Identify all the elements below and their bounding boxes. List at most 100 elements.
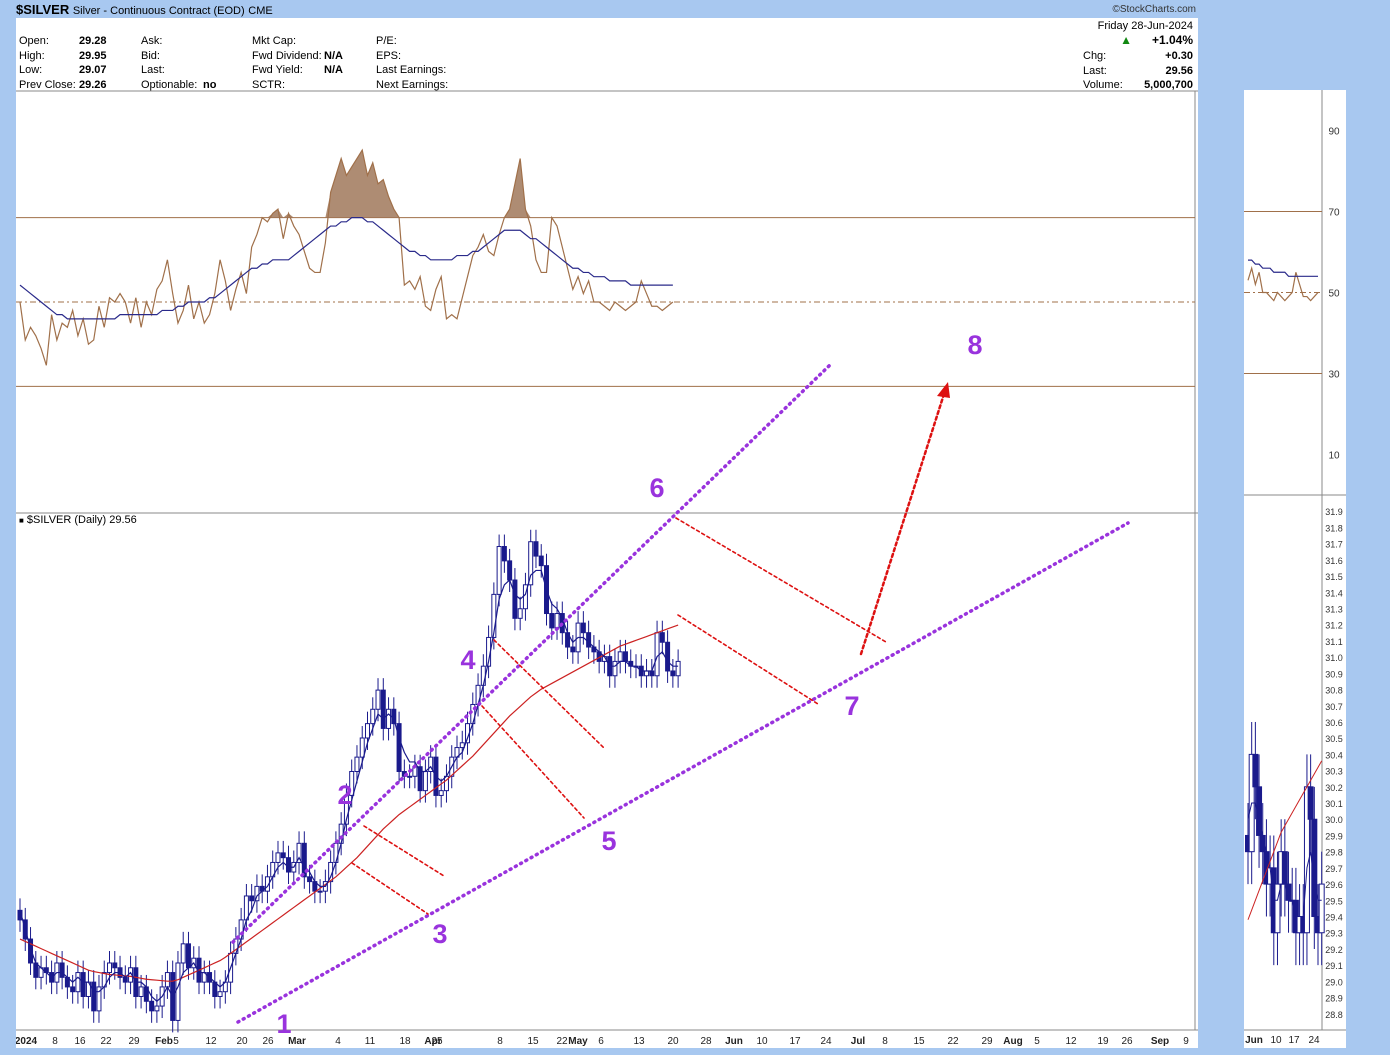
candle-body [386,708,392,729]
candle-body [338,823,344,844]
right-price-ytick-label: 29.2 [1325,945,1343,955]
chart-title: $SILVER Silver - Continuous Contract (EO… [16,2,273,17]
candle-body [175,962,181,1021]
candle-body [396,723,402,773]
earnings-block: P/E: EPS: Last Earnings: Next Earnings: [376,34,456,92]
candle-body [249,895,255,902]
x-tick-label: 16 [74,1036,86,1047]
candle-body [370,708,376,725]
candle-body [296,842,302,863]
right-price-ytick-label: 30.9 [1325,669,1343,679]
candle-body [507,560,513,581]
instrument-name: Silver - Continuous Contract (EOD) [72,5,245,17]
quote-block: Open: 29.28 High: 29.95 Low: 29.07 Prev Close:… [19,34,107,92]
candle-body [349,771,355,796]
candle-body [586,632,592,648]
target-arrow-line [859,392,946,656]
x-tick-label: 13 [633,1036,645,1047]
right-price-ytick-label: 31.0 [1325,653,1343,663]
x-tick-label: 25 [431,1036,443,1047]
candle-body [149,1000,155,1012]
right-rsi-ytick-label: 30 [1328,370,1340,381]
rsi-ma-line [19,217,673,320]
right-rsi-ytick-label: 90 [1328,127,1340,138]
candle-body [301,842,307,878]
rsi-line [19,148,674,366]
fund-row: Mkt Cap: [252,35,297,47]
x-tick-label: 22 [100,1036,112,1047]
candle-body [217,991,223,997]
x-tick-label: Jun [725,1036,743,1047]
fund-row: Fwd Yield: N/A [252,64,343,76]
candle-body [417,766,423,792]
candle-body [185,943,191,969]
candle-body [138,986,144,997]
candle-body [317,890,323,893]
x-tick-label: 9 [1183,1036,1189,1047]
x-tick-label: 12 [1065,1036,1077,1047]
wave-label-7: 7 [844,691,859,721]
x-tick-label: 17 [789,1036,801,1047]
quote-row: Open: 29.28 [19,35,107,47]
ma-long-line [19,624,679,982]
quote2-row: Last: [141,64,165,76]
right-price-ytick-label: 29.9 [1325,831,1343,841]
candle-body [91,981,97,1012]
x-tick-label: Sep [1151,1036,1169,1047]
candle-body [107,962,113,974]
x-tick-label: 18 [399,1036,411,1047]
x-tick-label: 26 [1121,1036,1133,1047]
x-tick-label: 8 [882,1036,888,1047]
right-quote-row: Chg: +0.30 [1083,50,1193,62]
wave-label-1: 1 [276,1009,291,1039]
candle-body [407,775,413,778]
right-x-tick-label: 10 [1270,1035,1282,1046]
candle-body [70,986,76,993]
x-tick-label: May [568,1036,588,1047]
wave-label-3: 3 [432,919,447,949]
right-candle-body [1256,786,1263,836]
right-price-ytick-label: 31.1 [1325,637,1343,647]
candle-body [380,689,386,729]
right-price-ytick-label: 31.9 [1325,507,1343,517]
candle-body [549,613,555,629]
x-tick-label: Feb [155,1036,173,1047]
right-price-ytick-label: 30.2 [1325,783,1343,793]
x-tick-label: 8 [497,1036,503,1047]
right-price-ytick-label: 29.6 [1325,880,1343,890]
x-tick-label: 28 [700,1036,712,1047]
exchange: CME [248,5,273,17]
right-price-ytick-label: 28.8 [1325,1010,1343,1020]
right-price-ytick-label: 31.5 [1325,572,1343,582]
right-ma-long-line [1247,760,1323,920]
upper-channel-line [231,362,833,944]
wave-label-8: 8 [967,330,982,360]
candle-body [96,986,102,1012]
candle-body [501,546,507,562]
x-tick-label: 10 [756,1036,768,1047]
right-price-ytick-label: 30.4 [1325,750,1343,760]
x-tick-label: Mar [288,1036,306,1047]
right-candle-body [1318,883,1325,934]
candle-body [375,689,381,710]
wave-label-5: 5 [601,826,616,856]
fund-row: SCTR: [252,78,285,91]
earn-row: Last Earnings: [376,64,447,76]
flag-upper-3 [675,517,887,643]
watermark: ©StockCharts.com [1112,4,1196,15]
x-tick-label: Aug [1003,1036,1022,1047]
candle-body [80,972,86,997]
x-tick-label: Jul [851,1036,866,1047]
candle-body [649,670,655,677]
candle-body [275,852,281,863]
right-quote-block: Chg: +0.30 Last: 29.56 Volume: 5,000,700 [1083,49,1193,93]
right-ma-short-line [1247,802,1322,918]
fund-row: Fwd Dividend: N/A [252,49,343,62]
right-chart-svg: 90 70 50 30 10 31.9 31.8 31.7 31.6 31.5 31.4 31.3 31… [1244,90,1346,1046]
x-tick-label: 4 [335,1036,341,1047]
ma-short-line [19,569,679,1003]
lower-channel-line [236,521,1130,1024]
candle-body [670,670,676,677]
right-price-ytick-label: 31.2 [1325,621,1343,631]
candle-body [354,756,360,773]
